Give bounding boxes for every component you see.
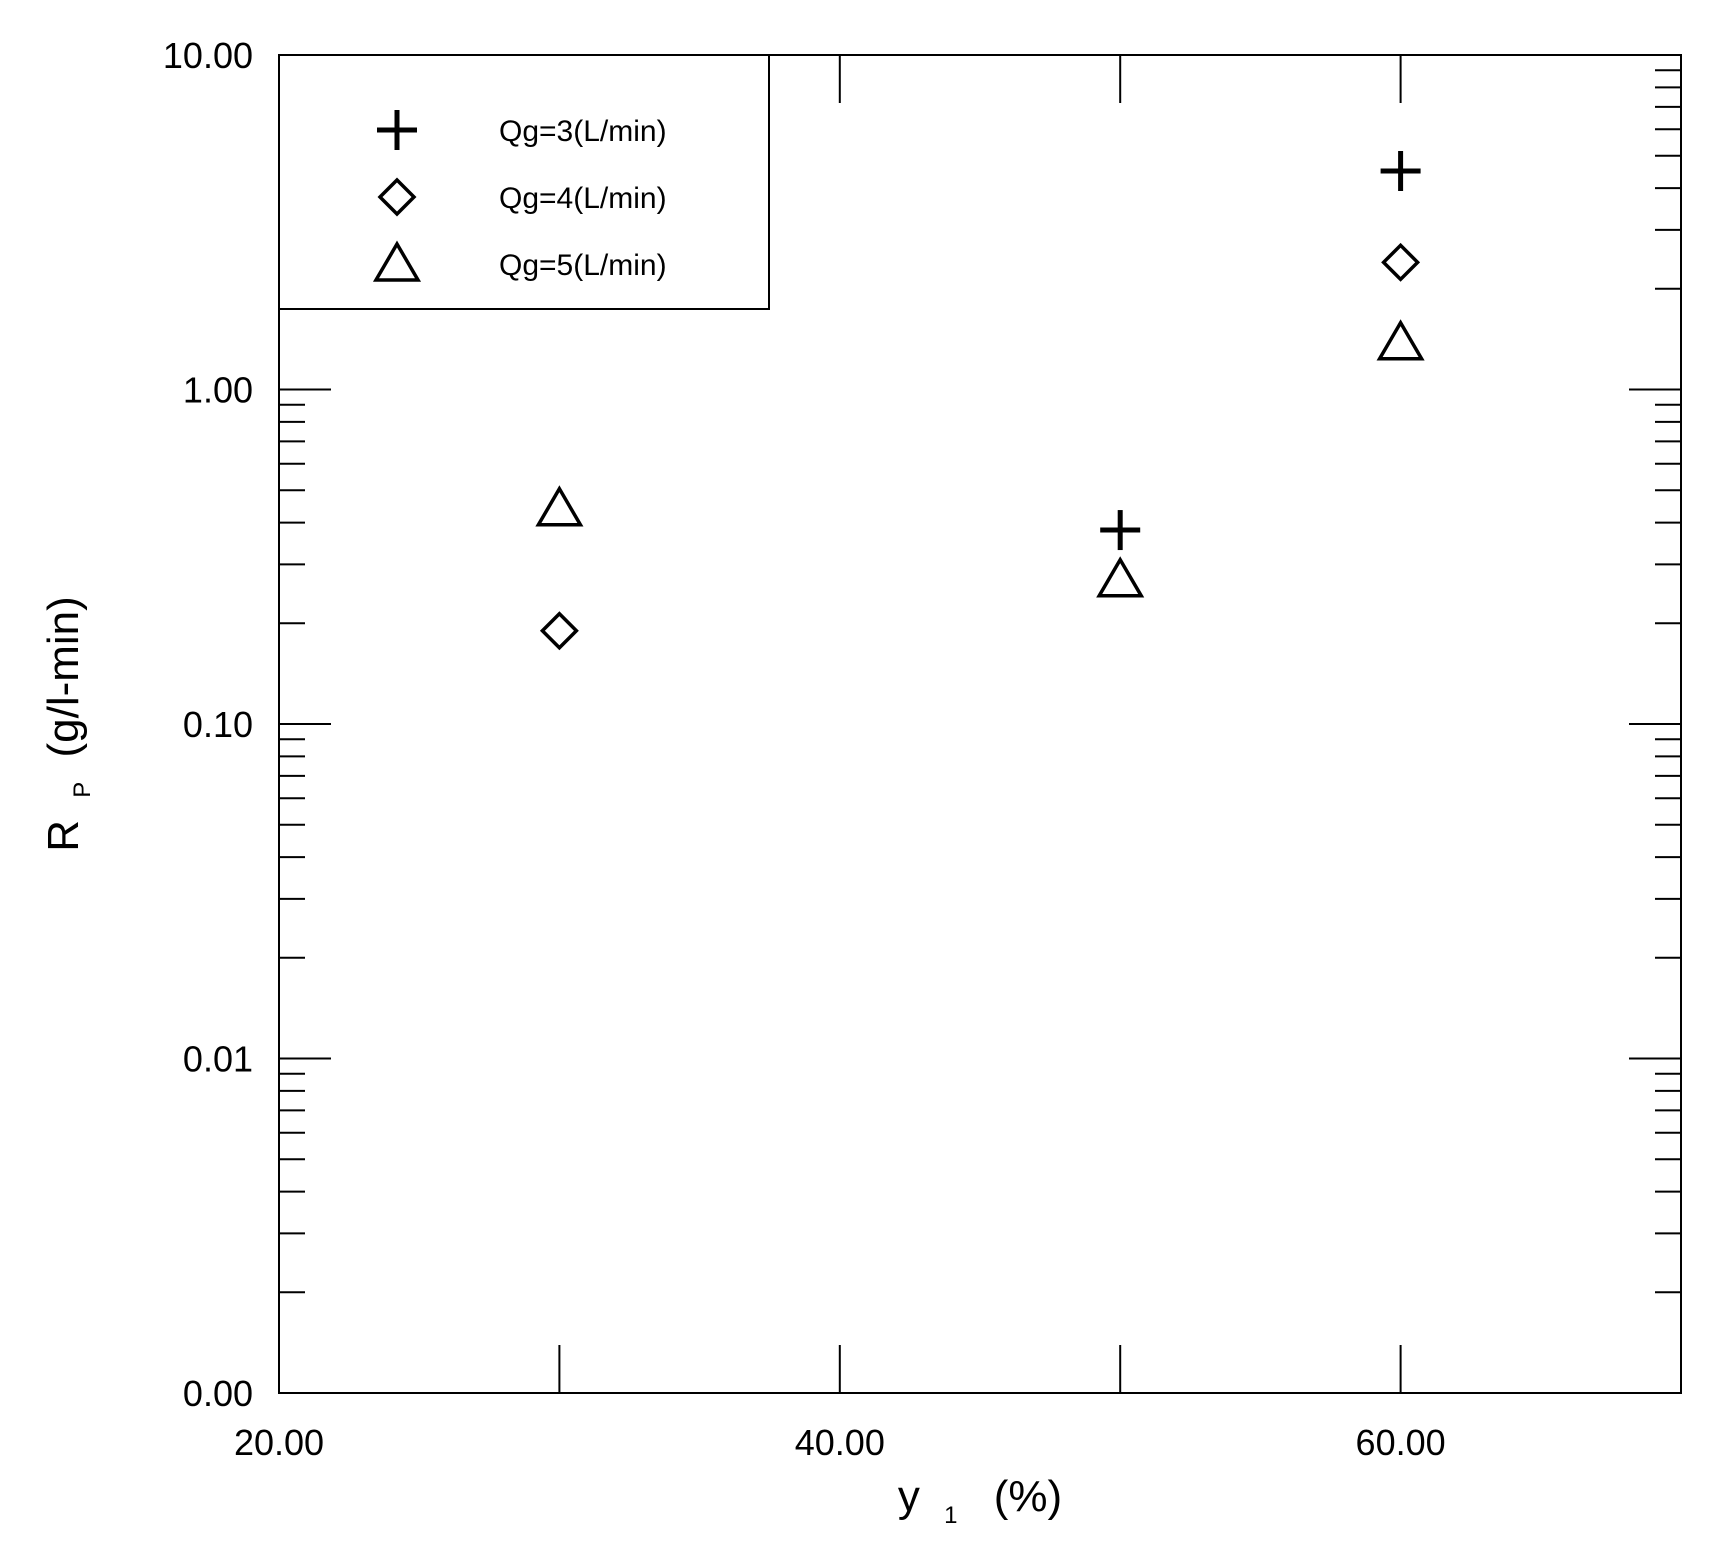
legend-marker-triangle (372, 240, 422, 282)
y-axis-title-unit: (g/l-min) (39, 596, 88, 757)
data-point-plus (1380, 151, 1421, 192)
legend-label: Qg=5(L/min) (499, 249, 667, 282)
y-tick-label: 0.00 (183, 1373, 253, 1414)
x-axis-title-unit: (%) (994, 1472, 1062, 1521)
x-axis-title-main: y (898, 1472, 920, 1521)
x-axis-title: y 1 (%) (898, 1472, 1062, 1533)
x-axis-title-sub: 1 (944, 1502, 957, 1529)
legend-label: Qg=3(L/min) (499, 115, 667, 148)
data-point-diamond (539, 611, 579, 651)
y-tick-labels: 10.00 1.00 0.10 0.01 0.00 (163, 35, 253, 1414)
plot-frame (278, 54, 1682, 1394)
y-axis-title-sub: P (69, 782, 96, 798)
legend: Qg=3(L/min) Qg=4(L/min) Qg=5(L/min) (278, 54, 770, 310)
data-markers (535, 151, 1425, 651)
data-point-plus (1100, 510, 1141, 551)
legend-label: Qg=4(L/min) (499, 182, 667, 215)
data-point-triangle (1376, 319, 1425, 361)
legend-marker-plus (377, 110, 417, 150)
y-tick-label: 0.01 (183, 1039, 253, 1080)
x-tick-labels: 20.00 40.00 60.00 (234, 1422, 1446, 1463)
data-point-triangle (535, 485, 584, 527)
x-tick-label: 40.00 (795, 1422, 885, 1463)
y-axis-title-main: R (39, 820, 88, 852)
x-tick-label: 60.00 (1356, 1422, 1446, 1463)
y-tick-label: 0.10 (183, 704, 253, 745)
y-axis-title: R P (g/l-min) (39, 596, 100, 852)
legend-box (278, 54, 770, 310)
x-tick-label: 20.00 (234, 1422, 324, 1463)
data-point-diamond (1381, 242, 1421, 282)
y-tick-label: 10.00 (163, 35, 253, 76)
y-tick-label: 1.00 (183, 370, 253, 411)
legend-marker-diamond (377, 177, 417, 217)
data-point-triangle (1096, 556, 1145, 598)
